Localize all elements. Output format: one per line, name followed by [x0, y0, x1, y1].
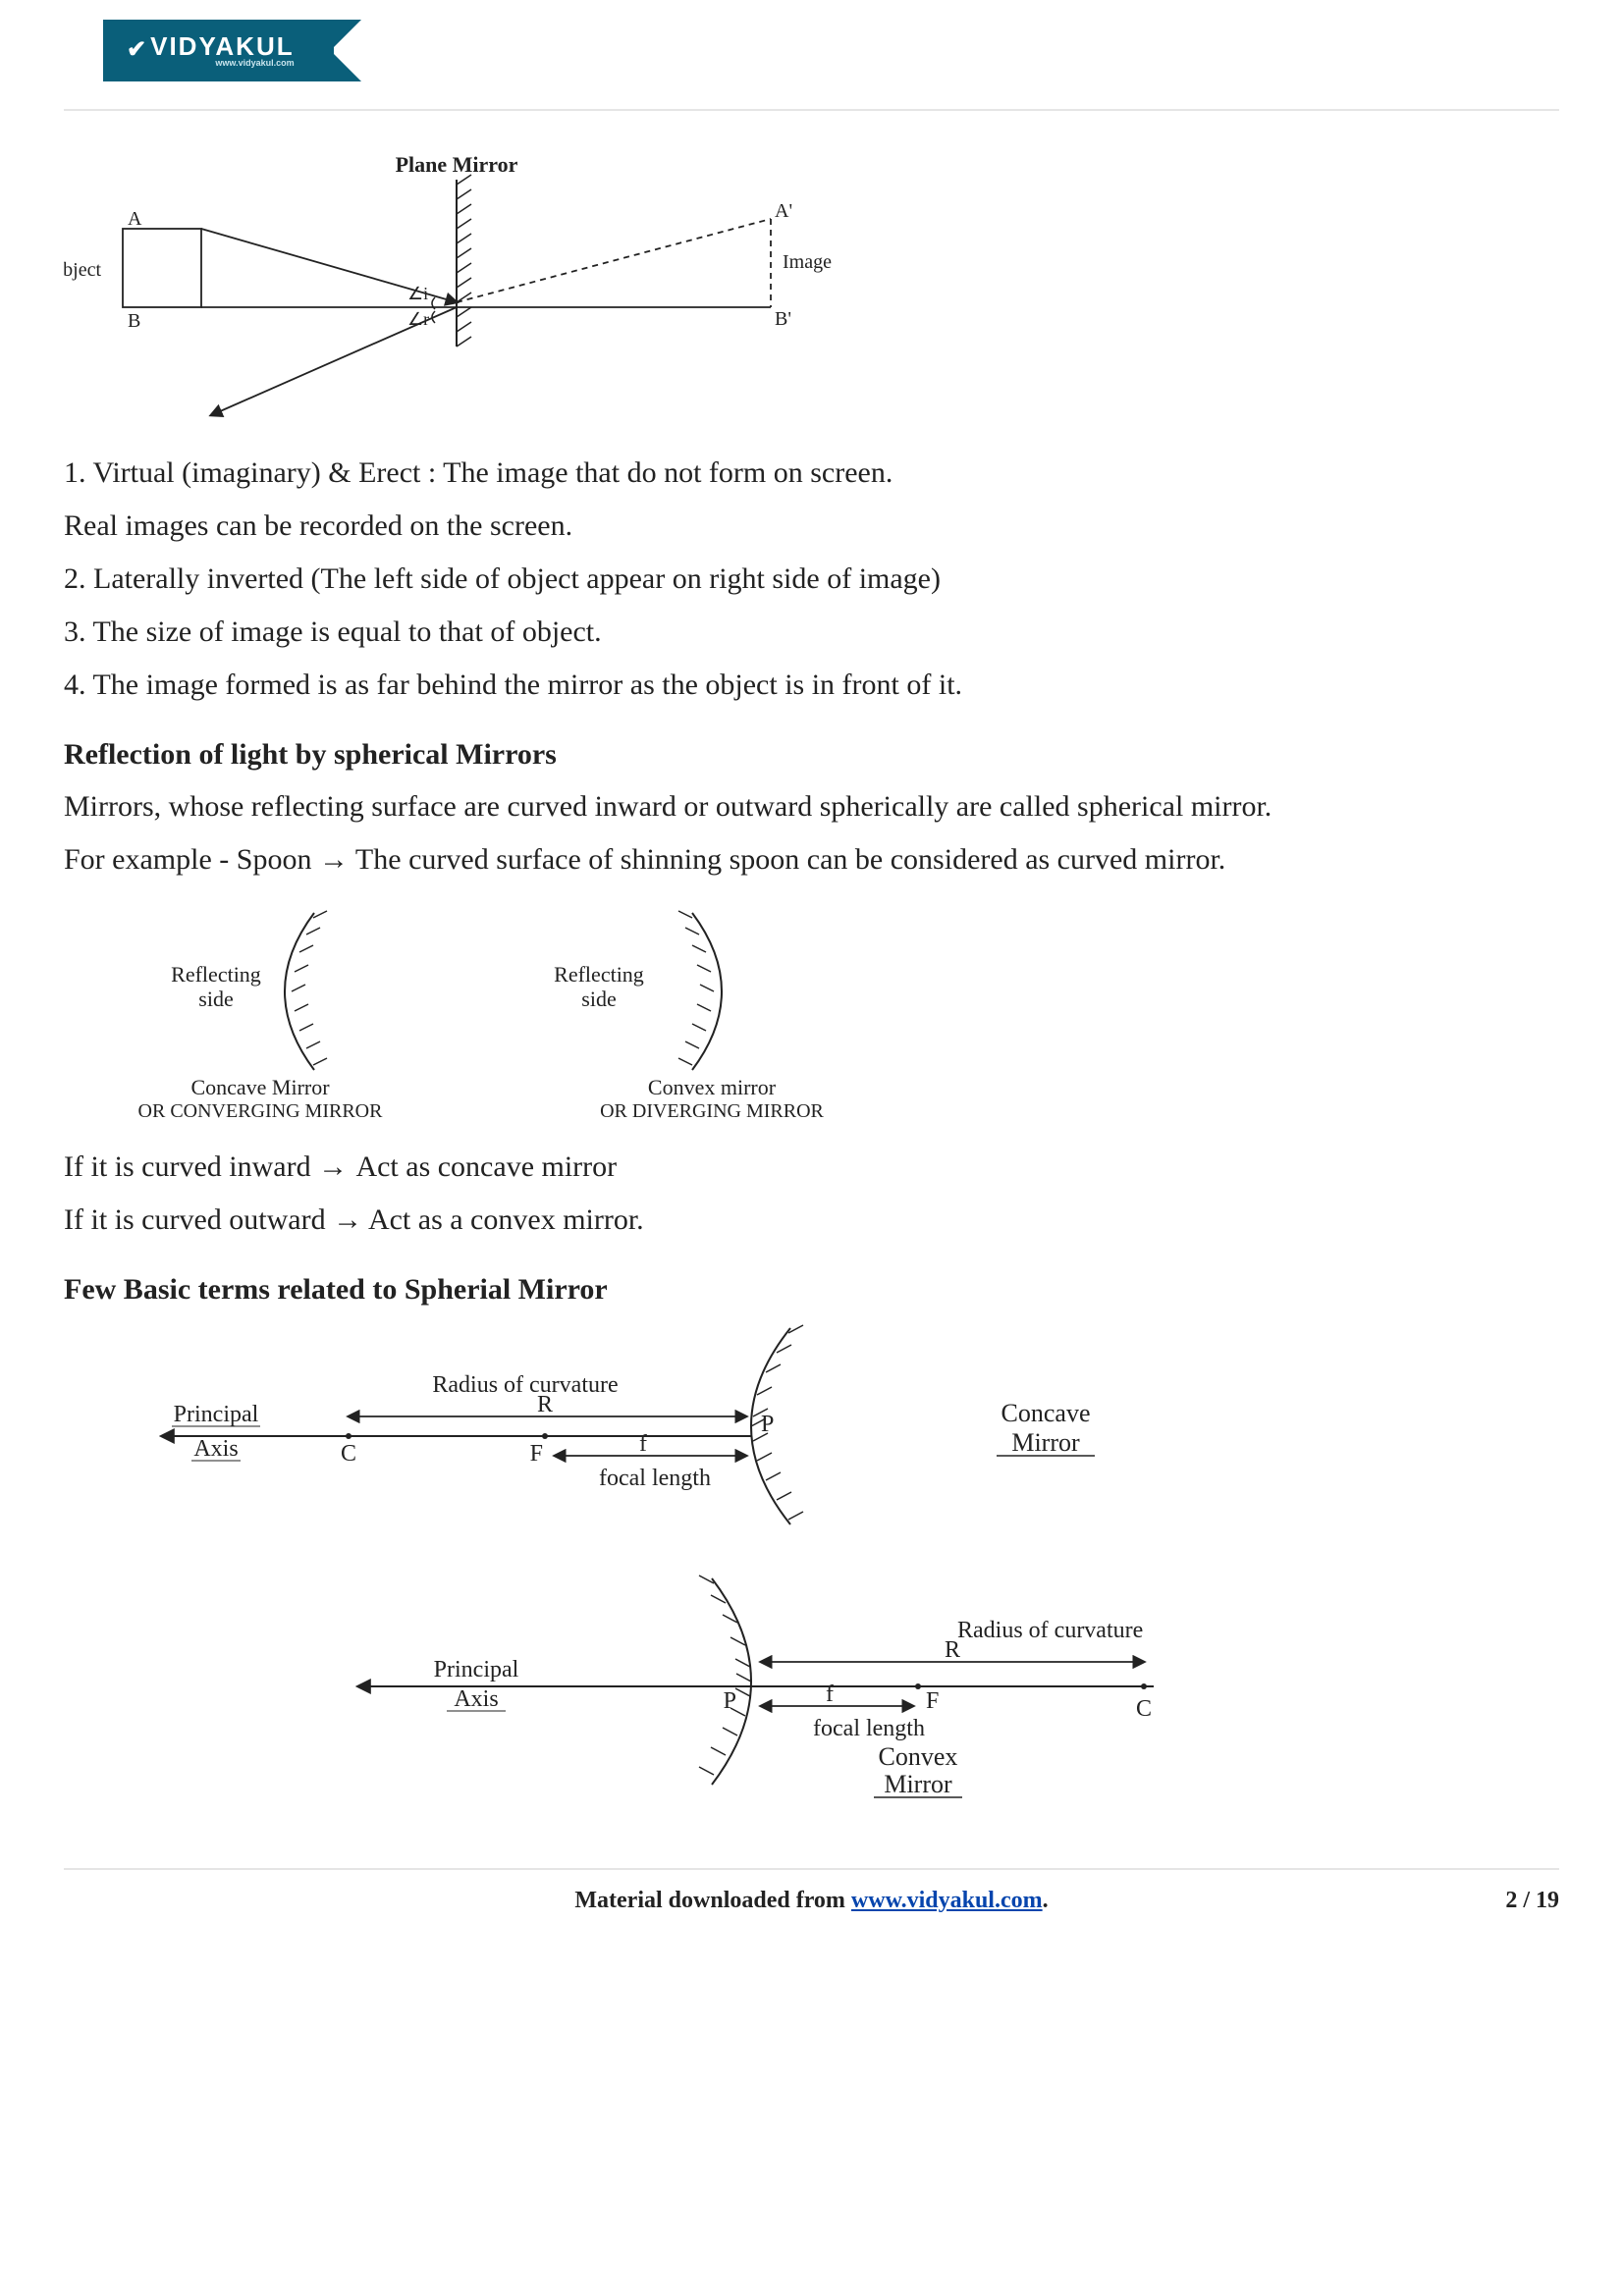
point-1b: Real images can be recorded on the scree… — [64, 503, 1559, 550]
spherical-para2: For example - Spoon → The curved surface… — [64, 836, 1559, 883]
svg-text:side: side — [581, 987, 616, 1011]
line2b: Act as a convex mirror. — [362, 1203, 644, 1236]
svg-text:Concave Mirror: Concave Mirror — [190, 1075, 330, 1099]
point-4: 4. The image formed is as far behind the… — [64, 662, 1559, 709]
svg-text:Principal: Principal — [434, 1657, 519, 1682]
svg-text:F: F — [530, 1441, 543, 1467]
page-number: 2 / 19 — [1441, 1888, 1559, 1914]
point-1: 1. Virtual (imaginary) & Erect : The ima… — [64, 450, 1559, 497]
svg-text:OR DIVERGING MIRROR: OR DIVERGING MIRROR — [600, 1100, 824, 1119]
svg-text:OR CONVERGING MIRROR: OR CONVERGING MIRROR — [138, 1100, 384, 1119]
footer-link[interactable]: www.vidyakul.com — [851, 1888, 1043, 1913]
svg-text:C: C — [341, 1441, 356, 1467]
svg-text:C: C — [1136, 1696, 1152, 1722]
document-body: A B Object ∠i ∠r A' B' Image Plane Mirro… — [0, 111, 1623, 1868]
label-A: A — [128, 208, 142, 230]
svg-text:R: R — [537, 1392, 553, 1417]
svg-text:Radius of curvature: Radius of curvature — [957, 1618, 1143, 1643]
svg-text:∠i: ∠i — [407, 284, 428, 303]
plane-mirror-title: Plane Mirror — [396, 152, 518, 177]
line1b: Act as concave mirror — [355, 1150, 617, 1183]
svg-text:R: R — [945, 1637, 960, 1663]
brand-text: VIDYAKUL — [150, 31, 295, 61]
svg-text:P: P — [724, 1688, 736, 1714]
svg-text:Axis: Axis — [193, 1436, 238, 1462]
point-3: 3. The size of image is equal to that of… — [64, 609, 1559, 656]
svg-text:Concave: Concave — [1001, 1399, 1091, 1427]
svg-text:focal length: focal length — [599, 1466, 711, 1491]
svg-text:focal length: focal length — [813, 1716, 925, 1741]
line1a: If it is curved inward — [64, 1150, 318, 1183]
svg-text:Mirror: Mirror — [884, 1770, 952, 1798]
para2a: For example - Spoon — [64, 843, 319, 876]
svg-text:Image: Image — [783, 251, 832, 273]
svg-text:Axis: Axis — [454, 1686, 498, 1712]
svg-text:Convex mirror: Convex mirror — [648, 1075, 777, 1099]
arrow-icon: → — [319, 843, 349, 876]
terms-heading: Few Basic terms related to Spherial Mirr… — [64, 1273, 1559, 1307]
label-object: Object — [64, 259, 101, 281]
svg-text:Reflecting: Reflecting — [171, 962, 261, 987]
svg-text:Radius of curvature: Radius of curvature — [432, 1372, 618, 1398]
svg-text:f: f — [639, 1431, 647, 1457]
mirror-types-diagram: Reflecting side Concave Mirror OR CONVER… — [64, 893, 1559, 1124]
brand-logo: ✔VIDYAKUL www.vidyakul.com — [103, 20, 334, 81]
arrow-icon: → — [333, 1203, 362, 1236]
svg-text:∠r: ∠r — [407, 309, 429, 329]
svg-text:B': B' — [775, 308, 791, 330]
footer-text-a: Material downloaded from — [574, 1888, 851, 1913]
svg-text:Convex: Convex — [879, 1742, 958, 1771]
svg-text:Principal: Principal — [174, 1402, 259, 1427]
arrow-icon: → — [318, 1150, 355, 1183]
svg-text:P: P — [761, 1412, 774, 1437]
svg-text:F: F — [926, 1688, 939, 1714]
convex-terms-diagram: Principal Axis P F C Radius of curvature… — [64, 1569, 1559, 1829]
svg-text:f: f — [826, 1682, 834, 1707]
footer-text-b: . — [1043, 1888, 1049, 1913]
svg-text:Reflecting: Reflecting — [554, 962, 644, 987]
point-2: 2. Laterally inverted (The left side of … — [64, 556, 1559, 603]
para2b: The curved surface of shinning spoon can… — [349, 843, 1225, 876]
line2a: If it is curved outward — [64, 1203, 333, 1236]
page-header: ✔VIDYAKUL www.vidyakul.com — [64, 0, 1559, 111]
curved-outward-line: If it is curved outward → Act as a conve… — [64, 1197, 1559, 1244]
page-footer: Material downloaded from www.vidyakul.co… — [64, 1868, 1559, 1944]
svg-text:Mirror: Mirror — [1011, 1428, 1080, 1457]
footer-text: Material downloaded from www.vidyakul.co… — [182, 1888, 1441, 1914]
spherical-para1: Mirrors, whose reflecting surface are cu… — [64, 783, 1559, 830]
plane-mirror-diagram: A B Object ∠i ∠r A' B' Image Plane Mirro… — [64, 150, 1559, 430]
concave-terms-diagram: Principal Axis C F P Radius of curvature… — [64, 1318, 1559, 1549]
check-icon: ✔ — [127, 35, 148, 64]
spherical-heading: Reflection of light by spherical Mirrors — [64, 738, 1559, 772]
curved-inward-line: If it is curved inward → Act as concave … — [64, 1144, 1559, 1191]
svg-text:A': A' — [775, 200, 792, 222]
label-B: B — [128, 310, 140, 332]
svg-text:side: side — [198, 987, 233, 1011]
